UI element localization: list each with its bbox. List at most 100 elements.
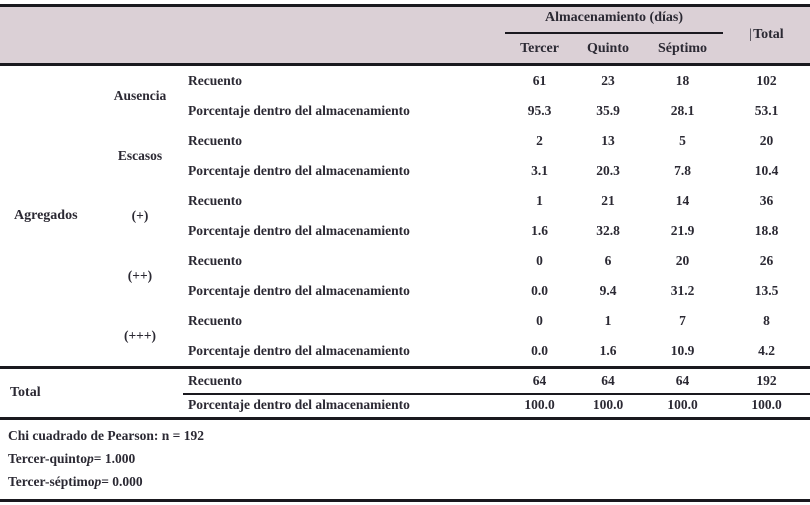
table-header: Almacenamiento (días) Tercer Quinto Sépt… (0, 4, 810, 66)
table-row: Porcentaje dentro del almacenamiento 95.… (0, 96, 810, 126)
table-row: Recuento 2 13 5 20 (0, 126, 810, 156)
cell: 13 (601, 133, 615, 148)
row-label: Recuento (188, 133, 242, 148)
table-row: Porcentaje dentro del almacenamiento 0.0… (0, 336, 810, 366)
row-label: Recuento (188, 313, 242, 328)
row-label: Porcentaje dentro del almacenamiento (188, 283, 410, 298)
cell: 3.1 (531, 163, 548, 178)
cell: 5 (679, 133, 686, 148)
col-header-tercer: Tercer (520, 41, 559, 56)
cell: 9.4 (599, 283, 617, 298)
cell: 1 (604, 313, 612, 328)
cell: 20 (675, 253, 690, 268)
col-header-quinto: Quinto (586, 41, 629, 56)
row-label: Porcentaje dentro del almacenamiento (188, 223, 410, 238)
row-header-total: Total (10, 385, 41, 400)
cell: 35.9 (596, 103, 620, 118)
cell: 0 (536, 253, 543, 268)
cell: 61 (532, 73, 547, 88)
row-label: Porcentaje dentro del almacenamiento (188, 163, 410, 178)
group-plus: (+) Recuento 1 21 14 36 Porcentaje dentr… (0, 186, 810, 246)
total-divider: | (749, 27, 753, 42)
row-label: Porcentaje dentro del almacenamiento (188, 103, 410, 118)
table-footnotes: Chi cuadrado de Pearson: n = 192 Tercer-… (0, 420, 810, 502)
table-row: Recuento 0 6 20 26 (0, 246, 810, 276)
table-body: Agregados Ausencia Recuento 61 23 18 102… (0, 66, 810, 366)
cell: 20.3 (596, 163, 620, 178)
cell: 10.4 (754, 163, 779, 178)
cell: 21 (601, 193, 615, 208)
table-row: Porcentaje dentro del almacenamiento 1.6… (0, 216, 810, 246)
cell: 95.3 (527, 103, 552, 118)
cell: 1.6 (599, 343, 617, 358)
row-label: Recuento (188, 373, 242, 388)
cell: 100.0 (592, 397, 624, 412)
table-row: Recuento 64 64 64 192 (0, 369, 810, 393)
cell: 28.1 (670, 103, 695, 118)
group-label-plus-plus: (++) (127, 268, 153, 283)
footnote-chi-square: Chi cuadrado de Pearson: n = 192 (8, 427, 204, 443)
group-plus-plus-plus: (+++) Recuento 0 1 7 8 Porcentaje dentro… (0, 306, 810, 366)
cell: 21.9 (670, 223, 695, 238)
total-section: Total Recuento 64 64 64 192 Porcentaje d… (0, 369, 810, 420)
cell: 100.0 (524, 397, 555, 412)
group-ausencia: Ausencia Recuento 61 23 18 102 Porcentaj… (0, 66, 810, 126)
cell: 18.8 (754, 223, 779, 238)
cell: 64 (601, 373, 615, 388)
table-row: Recuento 61 23 18 102 (0, 66, 810, 96)
table-row: Porcentaje dentro del almacenamiento 0.0… (0, 276, 810, 306)
footnote-tercer-septimo: Tercer-séptimo p = 0.000 (8, 473, 143, 489)
group-label-plus-plus-plus: (+++) (123, 328, 157, 343)
cell: 20 (759, 133, 774, 148)
cell: 192 (756, 373, 777, 388)
table-row: Porcentaje dentro del almacenamiento 100… (0, 393, 810, 417)
row-label: Recuento (188, 73, 242, 88)
table-row: Porcentaje dentro del almacenamiento 3.1… (0, 156, 810, 186)
row-label: Recuento (188, 193, 242, 208)
cell: 64 (675, 373, 690, 388)
group-label-ausencia: Ausencia (113, 88, 167, 103)
cell: 102 (756, 73, 777, 88)
table-row: Recuento 1 21 14 36 (0, 186, 810, 216)
col-header-total-label: Total (753, 27, 784, 42)
total-recuento-underline (183, 393, 810, 395)
group-label-plus: (+) (131, 208, 149, 223)
table-row: Recuento 0 1 7 8 (0, 306, 810, 336)
cell: 53.1 (754, 103, 779, 118)
cell: 7.8 (674, 163, 691, 178)
cell: 36 (759, 193, 774, 208)
cell: 31.2 (670, 283, 695, 298)
cell: 7 (679, 313, 686, 328)
row-label: Recuento (188, 253, 242, 268)
row-label: Porcentaje dentro del almacenamiento (188, 343, 410, 358)
cell: 1.6 (531, 223, 548, 238)
row-header-agregados: Agregados (14, 208, 78, 223)
row-label: Porcentaje dentro del almacenamiento (188, 397, 410, 412)
cell: 64 (532, 373, 547, 388)
total-separator-rule (0, 366, 810, 369)
group-escasos: Escasos Recuento 2 13 5 20 Porcentaje de… (0, 126, 810, 186)
cell: 10.9 (670, 343, 695, 358)
cell: 1 (536, 193, 543, 208)
cell: 14 (675, 193, 690, 208)
header-underline (505, 32, 723, 34)
cell: 18 (675, 73, 690, 88)
cell: 0.0 (531, 283, 548, 298)
cell: 4.2 (758, 343, 775, 358)
cell: 32.8 (596, 223, 620, 238)
cell: 100.0 (751, 397, 782, 412)
cell: 0.0 (531, 343, 548, 358)
cell: 0 (536, 313, 543, 328)
cell: 26 (759, 253, 774, 268)
cell: 23 (601, 73, 615, 88)
header-almacenamiento: Almacenamiento (días) (544, 10, 684, 25)
cell: 13.5 (754, 283, 779, 298)
cell: 100.0 (667, 397, 698, 412)
footnote-tercer-quinto: Tercer-quinto p = 1.000 (8, 450, 136, 466)
group-label-escasos: Escasos (117, 148, 163, 163)
cell: 6 (604, 253, 612, 268)
col-header-total: | Total (723, 7, 810, 63)
cell: 8 (763, 313, 770, 328)
cell: 2 (536, 133, 543, 148)
